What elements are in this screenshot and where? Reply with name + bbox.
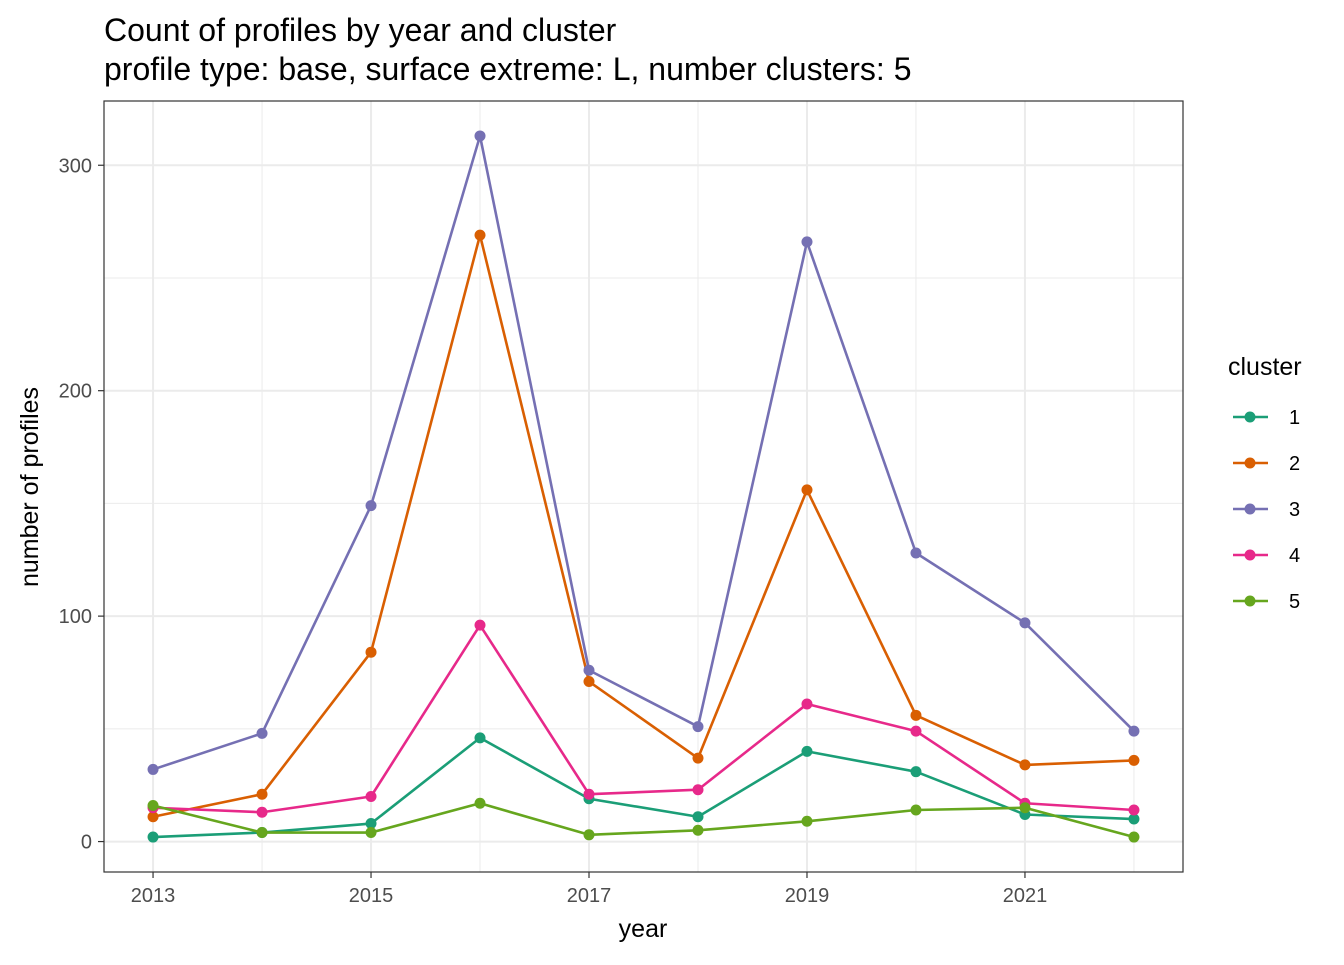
x-axis: 2013 2015 2017 2019 2021 (131, 872, 1047, 907)
data-point (692, 752, 704, 764)
plot-series (147, 130, 1140, 843)
x-tick-label: 2017 (567, 885, 612, 907)
legend-title: cluster (1228, 353, 1302, 381)
data-point (1128, 831, 1140, 843)
legend-label: 2 (1289, 453, 1300, 475)
chart-subtitle: profile type: base, surface extreme: L, … (104, 51, 911, 87)
data-point (910, 804, 922, 816)
data-point (256, 806, 268, 818)
data-point (801, 236, 813, 248)
data-point (910, 766, 922, 778)
data-point (474, 130, 486, 142)
data-point (1128, 754, 1140, 766)
legend-item-4: 4 (1233, 545, 1300, 567)
series-1 (147, 732, 1140, 843)
data-point (1019, 802, 1031, 814)
legend-key-point (1244, 503, 1256, 515)
y-tick-label: 0 (81, 832, 92, 854)
series-3 (147, 130, 1140, 775)
data-point (1128, 804, 1140, 816)
data-point (147, 799, 159, 811)
chart-title: Count of profiles by year and cluster (104, 12, 617, 48)
series-line (152, 623, 1135, 814)
data-point (365, 500, 377, 512)
data-point (474, 732, 486, 744)
x-tick-label: 2019 (785, 885, 830, 907)
legend-key-point (1244, 595, 1256, 607)
data-point (801, 745, 813, 757)
legend-key-point (1244, 549, 1256, 561)
data-point (256, 827, 268, 839)
legend-label: 3 (1289, 499, 1300, 521)
data-point (583, 664, 595, 676)
data-point (365, 818, 377, 830)
plot-grid (104, 101, 1183, 872)
series-4 (147, 619, 1140, 818)
data-point (692, 784, 704, 796)
data-point (1019, 617, 1031, 629)
data-point (147, 831, 159, 843)
plot-panel-background (104, 101, 1183, 872)
y-axis: 0 100 200 300 (59, 155, 104, 854)
data-point (256, 727, 268, 739)
legend-key-point (1244, 457, 1256, 469)
data-point (910, 709, 922, 721)
data-point (801, 815, 813, 827)
legend-item-3: 3 (1233, 499, 1300, 521)
y-axis-title: number of profiles (16, 387, 44, 587)
data-point (1128, 813, 1140, 825)
legend-label: 5 (1289, 591, 1300, 613)
legend-item-2: 2 (1233, 453, 1300, 475)
legend-label: 4 (1289, 545, 1300, 567)
y-tick-label: 200 (59, 381, 92, 403)
legend-item-5: 5 (1233, 591, 1300, 613)
data-point (147, 763, 159, 775)
data-point (801, 698, 813, 710)
x-axis-title: year (619, 915, 668, 943)
x-tick-label: 2021 (1003, 885, 1048, 907)
data-point (583, 676, 595, 688)
y-tick-label: 300 (59, 155, 92, 177)
legend-key-point (1244, 411, 1256, 423)
data-point (474, 229, 486, 241)
data-point (692, 721, 704, 733)
data-point (474, 619, 486, 631)
series-5 (147, 797, 1140, 843)
data-point (692, 811, 704, 823)
plot-panel-border (103, 100, 1184, 873)
data-point (910, 547, 922, 559)
data-point (801, 484, 813, 496)
legend: cluster 1 2 3 4 5 (1228, 353, 1302, 613)
data-point (1128, 725, 1140, 737)
legend-label: 1 (1289, 407, 1300, 429)
x-tick-label: 2015 (349, 885, 394, 907)
data-point (910, 725, 922, 737)
data-point (583, 829, 595, 841)
data-point (147, 811, 159, 823)
data-point (365, 790, 377, 802)
data-point (256, 788, 268, 800)
series-line (152, 233, 1135, 819)
y-tick-label: 100 (59, 606, 92, 628)
data-point (365, 646, 377, 658)
data-point (365, 827, 377, 839)
series-line (152, 134, 1135, 771)
data-point (692, 824, 704, 836)
series-2 (147, 229, 1140, 823)
x-tick-label: 2013 (131, 885, 176, 907)
series-line (152, 736, 1135, 839)
data-point (474, 797, 486, 809)
data-point (583, 788, 595, 800)
series-line (152, 801, 1135, 839)
data-point (1019, 759, 1031, 771)
legend-item-1: 1 (1233, 407, 1300, 429)
